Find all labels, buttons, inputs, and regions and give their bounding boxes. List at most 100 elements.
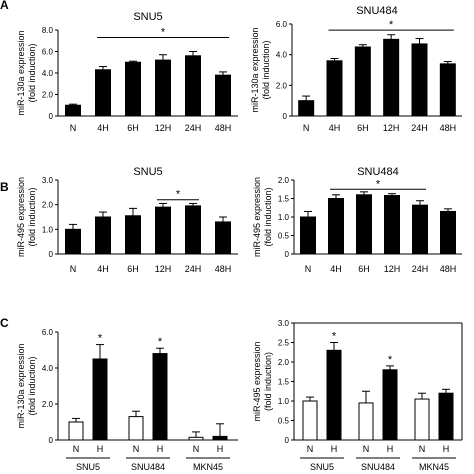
x-tick-label: 4H (330, 264, 342, 274)
y-tick-label: 3.0 (278, 319, 290, 328)
y-tick-label: 0.5 (278, 417, 290, 426)
x-tick-label: 24H (185, 264, 202, 274)
x-tick-label: N (193, 444, 200, 454)
y-axis-label: miR-130a expression (250, 27, 260, 112)
x-tick-label: 6H (358, 264, 370, 274)
y-axis-label: miR-495 expression (16, 177, 26, 257)
significance-star: * (158, 336, 163, 348)
y-axis-label: miR-130a expression (16, 30, 26, 115)
panel-letter-b: B (0, 180, 9, 194)
x-tick-label: N (363, 444, 370, 454)
y-axis-label: miR-130a expression (16, 343, 26, 428)
bar (414, 398, 430, 441)
x-tick-label: 4H (329, 123, 341, 133)
x-tick-label: N (70, 264, 77, 274)
y-tick-label: 0 (285, 250, 290, 259)
bar (382, 369, 398, 441)
y-axis-label: miR-495 expression (252, 177, 262, 257)
y-tick-label: 2.0 (42, 400, 54, 409)
y-tick-label: 0 (49, 112, 54, 121)
x-tick-label: N (73, 444, 80, 454)
x-tick-label: 4H (97, 123, 109, 133)
x-tick-label: N (303, 123, 310, 133)
y-tick-label: 0 (283, 112, 288, 121)
x-tick-label: H (387, 444, 394, 454)
x-tick-label: 48H (440, 123, 457, 133)
significance-star: * (161, 27, 166, 39)
y-tick-label: 1.0 (278, 397, 290, 406)
significance-star: * (389, 19, 394, 31)
x-tick-label: 12H (384, 264, 401, 274)
x-tick-label: 48H (215, 123, 232, 133)
y-tick-label: 0 (49, 250, 54, 259)
y-tick-label: 4.0 (42, 364, 54, 373)
x-tick-label: N (70, 123, 77, 133)
panel-letter-a: A (0, 0, 9, 12)
x-tick-label: 24H (185, 123, 202, 133)
y-tick-label: 1.5 (278, 378, 290, 387)
y-tick-label: 3.0 (42, 176, 54, 185)
significance-star: * (388, 354, 393, 366)
y-tick-label: 2.5 (278, 339, 290, 348)
y-tick-label: 2.0 (278, 358, 290, 367)
y-tick-label: 6.0 (42, 328, 54, 337)
y-tick-label: 6.0 (276, 20, 288, 29)
x-tick-label: 24H (411, 123, 428, 133)
x-tick-label: N (305, 264, 312, 274)
x-tick-label: H (157, 444, 164, 454)
panel-letter-c: C (0, 316, 9, 330)
y-axis-label: (fold induction) (27, 43, 37, 102)
bar (302, 400, 318, 441)
y-tick-label: 1.0 (42, 225, 54, 234)
chart-title: SNU5 (133, 166, 162, 178)
y-tick-label: 8.0 (42, 26, 54, 35)
y-axis-label: (fold induction) (263, 187, 273, 246)
y-tick-label: 1.0 (278, 213, 290, 222)
x-tick-label: H (331, 444, 338, 454)
x-tick-label: 6H (357, 123, 369, 133)
x-tick-label: H (443, 444, 450, 454)
y-axis-label: (fold induction) (263, 352, 273, 411)
x-tick-label: N (307, 444, 314, 454)
x-tick-label: 4H (97, 264, 109, 274)
y-tick-label: 2.0 (42, 201, 54, 210)
group-label: MKN45 (193, 462, 223, 472)
chart-title: SNU5 (133, 11, 162, 23)
y-tick-label: 0 (49, 436, 54, 445)
group-label: MKN45 (419, 462, 449, 472)
x-tick-label: N (419, 444, 426, 454)
y-axis-label: (fold induction) (27, 356, 37, 415)
y-tick-label: 2.0 (276, 81, 288, 90)
x-tick-label: 6H (127, 123, 139, 133)
bar (326, 349, 342, 441)
y-axis-label: miR-495 expression (252, 341, 262, 421)
bar (358, 402, 374, 441)
y-tick-label: 1.5 (278, 195, 290, 204)
x-tick-label: H (97, 444, 104, 454)
y-tick-label: 2.0 (278, 176, 290, 185)
y-axis-label: (fold induction) (27, 187, 37, 246)
x-tick-label: 48H (215, 264, 232, 274)
x-tick-label: 6H (127, 264, 139, 274)
x-tick-label: 12H (155, 264, 172, 274)
significance-star: * (98, 333, 103, 345)
significance-star: * (376, 178, 381, 190)
y-tick-label: 6.0 (42, 48, 54, 57)
significance-star: * (332, 331, 337, 343)
group-label: SNU5 (310, 462, 334, 472)
x-tick-label: 24H (412, 264, 429, 274)
y-tick-label: 0 (285, 436, 290, 445)
x-tick-label: 12H (383, 123, 400, 133)
y-tick-label: 4.0 (42, 69, 54, 78)
y-tick-label: 0.5 (278, 232, 290, 241)
y-tick-label: 2.0 (42, 91, 54, 100)
significance-star: * (176, 189, 181, 201)
y-tick-label: 4.0 (276, 51, 288, 60)
x-tick-label: 12H (155, 123, 172, 133)
